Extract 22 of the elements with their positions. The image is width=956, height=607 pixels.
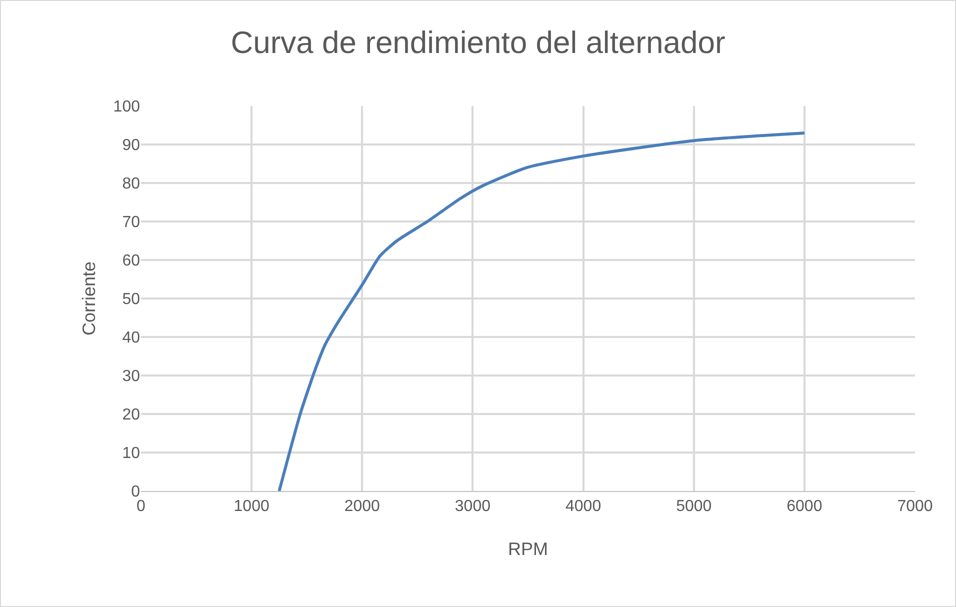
y-tick-label: 10	[122, 445, 140, 462]
x-tick-label: 1000	[234, 498, 270, 516]
x-tick-label: 5000	[676, 498, 712, 516]
x-axis-title: RPM	[508, 539, 548, 559]
y-tick-label: 30	[122, 368, 140, 386]
x-tick-label: 3000	[454, 498, 491, 516]
x-tick-label: 7000	[897, 498, 933, 516]
y-tick-label: 100	[113, 98, 140, 116]
line-series	[278, 131, 806, 491]
chart-title: Curva de rendimiento del alternador	[230, 24, 726, 60]
y-tick-label: 0	[131, 484, 140, 501]
y-tick-label: 20	[122, 406, 140, 424]
x-tick-label: 2000	[344, 498, 380, 516]
y-tick-label: 40	[122, 330, 140, 347]
y-tick-label: 60	[122, 252, 140, 270]
y-axis-title: Corriente	[79, 261, 99, 336]
y-tick-label: 90	[122, 137, 140, 154]
x-tick-label: 4000	[565, 498, 602, 516]
y-tick-label: 50	[122, 291, 140, 308]
y-tick-label: 70	[122, 214, 140, 232]
x-tick-label: 6000	[786, 498, 822, 516]
y-tick-label: 80	[122, 176, 140, 193]
